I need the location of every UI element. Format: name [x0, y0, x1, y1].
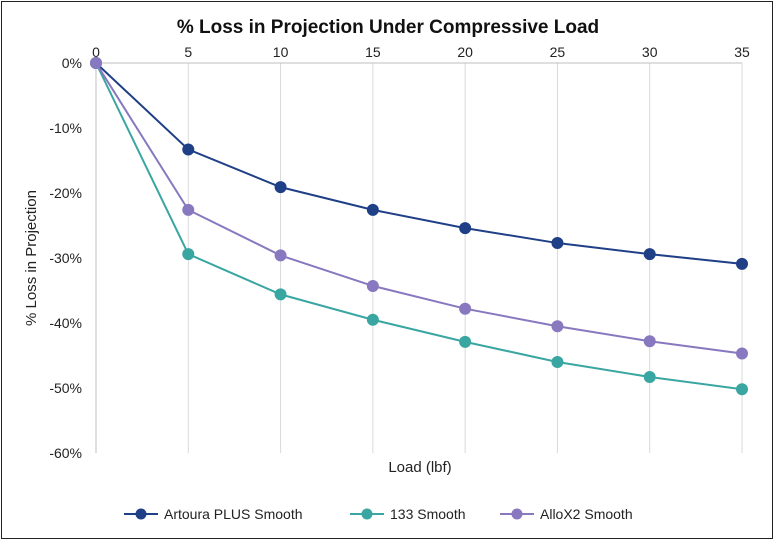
- data-point: [736, 347, 748, 360]
- data-point: [643, 335, 656, 348]
- data-point: [366, 313, 379, 326]
- legend: Artoura PLUS Smooth 133 Smooth AlloX2 Smoo…: [124, 506, 633, 522]
- x-tick-label: 25: [550, 44, 566, 60]
- data-point: [459, 335, 472, 348]
- series-line-1: [95, 62, 743, 391]
- data-point: [459, 302, 472, 315]
- y-tick-label: -40%: [49, 315, 82, 331]
- x-tick-label: 5: [184, 44, 192, 60]
- y-axis-label: % Loss in Projection: [23, 190, 40, 326]
- data-point: [182, 143, 195, 156]
- data-point: [551, 356, 564, 368]
- y-tick-label: -50%: [49, 380, 82, 396]
- y-tick-label: -20%: [49, 185, 82, 201]
- y-tick-label: -60%: [49, 445, 82, 461]
- data-point: [459, 222, 472, 235]
- x-tick-label: 0: [92, 44, 100, 60]
- data-point: [643, 370, 656, 383]
- data-point: [551, 320, 564, 333]
- x-tick-label: 10: [273, 44, 289, 60]
- x-axis-label: Load (lbf): [388, 459, 451, 476]
- data-point: [182, 248, 195, 261]
- x-tick-label: 20: [457, 44, 473, 60]
- data-point: [736, 257, 748, 270]
- legend-marker-0: [135, 508, 147, 520]
- x-tick-label: 30: [642, 44, 658, 60]
- x-tick-label: 15: [365, 44, 381, 60]
- gridlines: [187, 63, 743, 453]
- data-point: [182, 203, 195, 216]
- legend-label: Artoura PLUS Smooth: [164, 506, 303, 522]
- data-point: [736, 383, 748, 396]
- data-point: [274, 181, 287, 194]
- data-point: [274, 288, 287, 301]
- chart-title: % Loss in Projection Under Compressive L…: [176, 17, 600, 38]
- series-lines: [90, 57, 748, 396]
- data-point: [274, 249, 287, 262]
- data-point: [366, 203, 379, 216]
- y-tick-label: -10%: [49, 120, 82, 136]
- legend-label: AlloX2 Smooth: [540, 506, 633, 522]
- data-point: [551, 237, 564, 250]
- legend-marker-1: [361, 508, 373, 520]
- legend-label: 133 Smooth: [390, 506, 466, 522]
- series-line-2: [95, 62, 743, 355]
- tick-labels: 0 5 10 15 20 25 30 35 0% -10% -20% -30% -40% -50% -60%: [49, 44, 750, 461]
- data-point: [643, 248, 656, 261]
- y-tick-label: -30%: [49, 250, 82, 266]
- series-line-0: [95, 62, 743, 265]
- axes: [95, 62, 742, 453]
- y-tick-label: 0%: [62, 55, 82, 71]
- legend-marker-2: [511, 508, 523, 520]
- data-point: [90, 57, 102, 69]
- x-tick-label: 35: [734, 44, 750, 60]
- data-point: [366, 279, 379, 292]
